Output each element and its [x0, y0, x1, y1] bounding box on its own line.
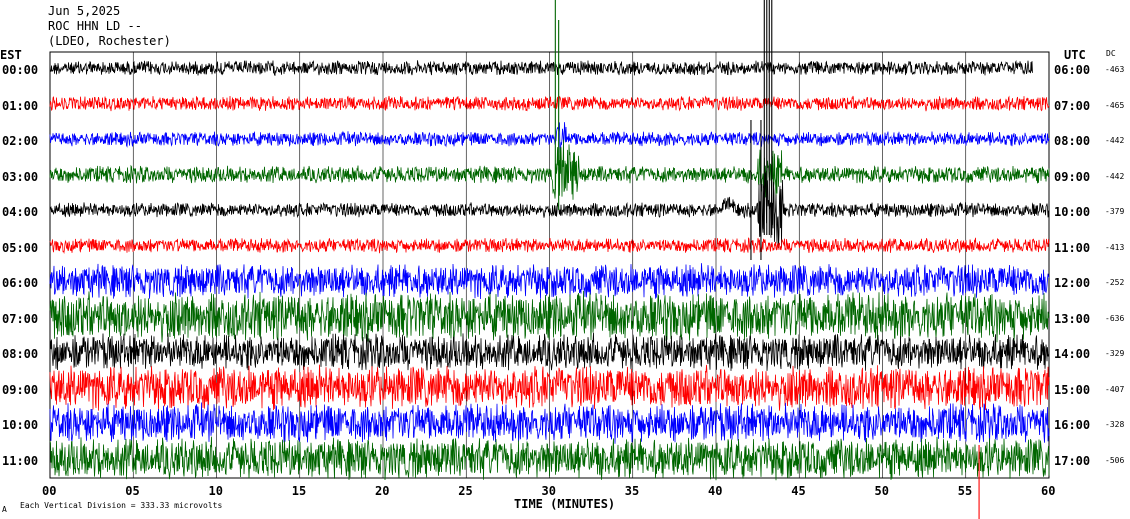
x-tick-label: 60: [1041, 484, 1056, 498]
network-name: (LDEO, Rochester): [48, 34, 171, 48]
dc-offset-label: -329: [1105, 349, 1125, 358]
trace-line: [49, 364, 1050, 411]
est-hour-label: 04:00: [2, 205, 39, 219]
x-axis-title: TIME (MINUTES): [514, 497, 616, 511]
trace-line: [49, 436, 1050, 481]
trace-line: [49, 95, 1050, 112]
dc-offset-label: -442: [1105, 136, 1125, 145]
x-tick-label: 20: [375, 484, 390, 498]
trace-line: [49, 290, 1050, 343]
utc-hour-label: 06:00: [1054, 63, 1091, 77]
utc-hour-label: 16:00: [1054, 418, 1091, 432]
est-hour-label: 05:00: [2, 240, 39, 255]
est-hour-label: 02:00: [2, 134, 39, 148]
dc-offset-label: -252: [1105, 278, 1125, 287]
est-hour-label: 10:00: [2, 418, 39, 432]
est-hour-label: 00:00: [2, 63, 39, 77]
x-tick-label: 30: [541, 484, 556, 498]
dc-title: DC: [1106, 49, 1116, 58]
x-tick-label: 15: [291, 484, 307, 498]
x-tick-label: 05: [125, 484, 140, 498]
trace-line: [49, 237, 1050, 254]
dc-offset-label: -636: [1105, 313, 1125, 323]
trace-line: [49, 402, 1050, 444]
x-tick-label: 50: [874, 484, 889, 498]
trace-line: [49, 59, 1033, 76]
x-tick-label: 55: [957, 484, 973, 498]
est-hour-label: 06:00: [2, 276, 39, 290]
trace-line: [49, 172, 1050, 249]
dc-offset-label: -328: [1105, 420, 1125, 429]
est-hour-label: 11:00: [2, 453, 39, 468]
trace-line: [49, 332, 1050, 372]
utc-hour-label: 07:00: [1054, 98, 1091, 113]
footer-mark: A: [2, 505, 7, 514]
est-hour-label: 01:00: [2, 98, 39, 113]
station-code: ROC HHN LD --: [48, 19, 142, 33]
est-hour-label: 03:00: [2, 169, 39, 184]
utc-hour-label: 09:00: [1054, 169, 1091, 184]
dc-offset-label: -465: [1105, 100, 1125, 110]
utc-axis-title: UTC: [1064, 48, 1086, 62]
x-tick-label: 45: [791, 484, 806, 498]
utc-hour-label: 15:00: [1054, 382, 1091, 397]
utc-hour-label: 17:00: [1054, 453, 1091, 468]
dc-offset-label: -407: [1105, 384, 1125, 394]
utc-hour-label: 08:00: [1054, 134, 1091, 148]
est-hour-label: 07:00: [2, 311, 39, 326]
utc-hour-label: 10:00: [1054, 205, 1091, 219]
trace-line: [49, 263, 1050, 300]
trace-line: [49, 122, 1050, 153]
utc-hour-label: 14:00: [1054, 347, 1091, 361]
scale-note: Each Vertical Division = 333.33 microvol…: [20, 501, 223, 510]
dc-offset-label: -379: [1105, 207, 1125, 216]
x-tick-label: 25: [458, 484, 473, 498]
chart-date: Jun 5,2025: [48, 4, 121, 18]
x-tick-label: 10: [208, 484, 223, 498]
utc-hour-label: 11:00: [1054, 240, 1091, 255]
dc-offset-label: -463: [1105, 65, 1125, 74]
trace-line: [49, 139, 1050, 200]
x-tick-label: 00: [42, 484, 57, 498]
est-hour-label: 09:00: [2, 382, 39, 397]
utc-hour-label: 13:00: [1054, 311, 1091, 326]
est-hour-label: 08:00: [2, 347, 39, 361]
x-tick-label: 35: [624, 484, 640, 498]
dc-offset-label: -413: [1105, 242, 1125, 252]
dc-offset-label: -506: [1105, 455, 1125, 465]
x-tick-label: 40: [708, 484, 723, 498]
est-axis-title: EST: [0, 48, 22, 62]
dc-offset-label: -442: [1105, 171, 1125, 181]
utc-hour-label: 12:00: [1054, 276, 1091, 290]
